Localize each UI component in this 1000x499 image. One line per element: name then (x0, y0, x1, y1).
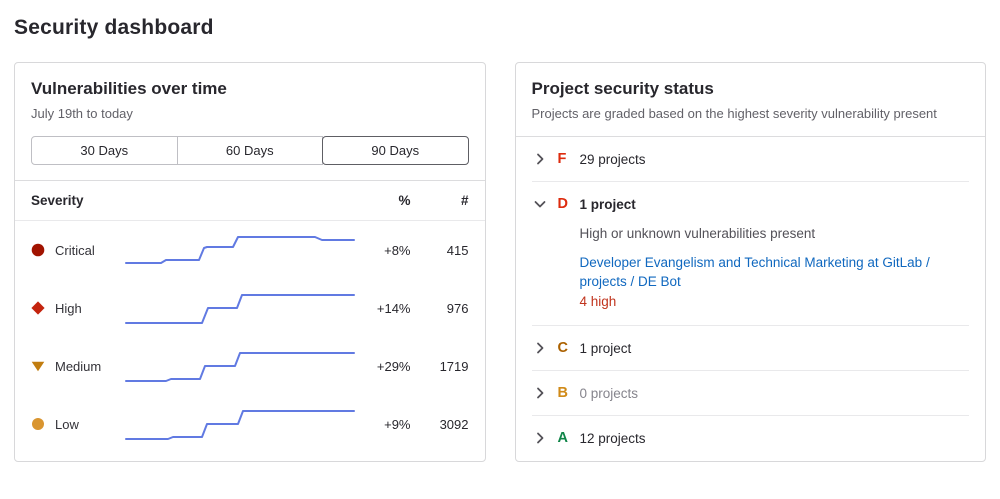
severity-row-critical: Critical +8% 415 (15, 221, 485, 279)
vulnerabilities-panel-header: Vulnerabilities over time July 19th to t… (15, 63, 485, 180)
grade-project-count: 1 project (579, 340, 632, 356)
project-security-title: Project security status (531, 79, 714, 98)
severity-table-header: Severity % # (15, 181, 485, 220)
severity-percent-change: +14% (376, 300, 411, 316)
severity-count: 976 (446, 300, 469, 316)
vulnerability-finding: 4 high (579, 294, 617, 309)
severity-percent-change: +9% (384, 416, 411, 432)
chevron-right-icon (532, 385, 548, 401)
panel-divider (15, 180, 485, 181)
grade-letter: D (557, 196, 568, 212)
medium-sparkline (125, 352, 355, 382)
high-sparkline (125, 294, 355, 324)
chevron-right-icon (532, 151, 548, 167)
count-column-header: # (460, 193, 469, 208)
grade-d-detail: High or unknown vulnerabilities present … (580, 226, 970, 325)
project-security-header: Project security status Projects are gra… (516, 63, 986, 136)
grade-letter: C (557, 340, 568, 356)
low-severity-icon (31, 417, 45, 431)
severity-label: Low (55, 416, 79, 432)
dashboard-cards: Vulnerabilities over time July 19th to t… (14, 62, 986, 462)
grade-letter: A (557, 430, 568, 446)
severity-label: Medium (55, 358, 102, 374)
panel-divider (515, 136, 985, 137)
severity-row-high: High +14% 976 (15, 279, 485, 337)
severity-percent-change: +8% (384, 242, 411, 258)
vulnerabilities-panel: Vulnerabilities over time July 19th to t… (14, 62, 486, 462)
chevron-down-icon (532, 196, 548, 212)
severity-label: High (55, 300, 82, 316)
range-button-60-days[interactable]: 60 Days (176, 136, 323, 165)
grade-block-d: D 1 project High or unknown vulnerabilit… (531, 182, 970, 326)
page-title: Security dashboard (14, 16, 214, 39)
severity-column-header: Severity (31, 193, 84, 208)
grade-project-count: 0 projects (579, 385, 639, 401)
low-sparkline (125, 410, 355, 440)
grade-project-count: 1 project (579, 196, 636, 212)
grade-row-a[interactable]: A 12 projects (532, 416, 970, 460)
date-range-subtitle: July 19th to today (31, 106, 133, 121)
project-security-subtitle: Projects are graded based on the highest… (531, 106, 937, 121)
severity-count: 1719 (439, 358, 469, 374)
high-severity-icon (31, 301, 45, 315)
medium-severity-icon (31, 359, 45, 373)
percent-column-header: % (398, 193, 411, 208)
grade-project-count: 12 projects (579, 430, 646, 446)
project-security-panel: Project security status Projects are gra… (514, 62, 986, 462)
severity-percent-change: +29% (376, 358, 411, 374)
range-button-group: 30 Days 60 Days 90 Days (31, 136, 469, 165)
grade-letter: B (557, 385, 568, 401)
grade-row-b[interactable]: B 0 projects (532, 371, 970, 415)
grade-block-b: B 0 projects (531, 371, 970, 416)
grade-row-f[interactable]: F 29 projects (532, 137, 970, 181)
project-link[interactable]: Developer Evangelism and Technical Marke… (579, 255, 930, 289)
critical-severity-icon (31, 243, 45, 257)
range-button-90-days[interactable]: 90 Days (322, 136, 469, 165)
grade-description: High or unknown vulnerabilities present (579, 226, 816, 241)
severity-row-medium: Medium +29% 1719 (15, 337, 485, 395)
grade-block-f: F 29 projects (531, 137, 970, 182)
severity-label: Critical (55, 242, 95, 258)
grade-letter: F (557, 151, 567, 167)
severity-count: 3092 (439, 416, 469, 432)
grade-block-a: A 12 projects (532, 416, 970, 460)
critical-sparkline (125, 236, 355, 264)
grade-block-c: C 1 project (531, 326, 970, 371)
chevron-right-icon (532, 430, 548, 446)
grade-row-c[interactable]: C 1 project (532, 326, 970, 370)
chevron-right-icon (532, 340, 548, 356)
severity-count: 415 (446, 242, 469, 258)
grade-list: F 29 projects D 1 project High or unknow… (516, 137, 986, 460)
severity-row-low: Low +9% 3092 (15, 395, 485, 453)
grade-project-count: 29 projects (579, 151, 646, 167)
grade-row-d[interactable]: D 1 project (532, 182, 970, 226)
vulnerabilities-title: Vulnerabilities over time (31, 79, 227, 98)
table-header-divider (15, 220, 485, 221)
range-button-30-days[interactable]: 30 Days (31, 136, 178, 165)
